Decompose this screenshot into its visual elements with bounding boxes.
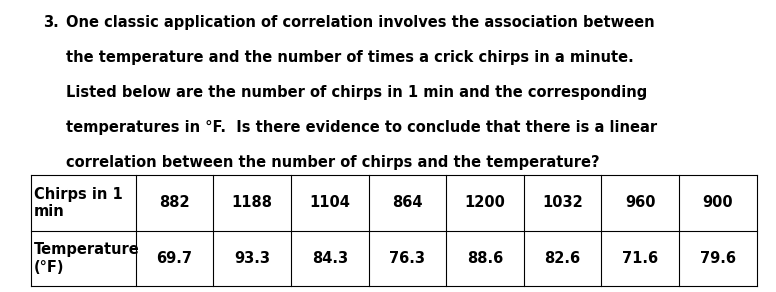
- Text: 93.3: 93.3: [234, 251, 270, 266]
- Text: 82.6: 82.6: [545, 251, 580, 266]
- Text: 1200: 1200: [465, 195, 505, 211]
- Text: 3.: 3.: [43, 15, 58, 29]
- Text: Listed below are the number of chirps in 1 min and the corresponding: Listed below are the number of chirps in…: [66, 85, 647, 100]
- Text: 960: 960: [625, 195, 656, 211]
- Text: 882: 882: [159, 195, 190, 211]
- Text: 900: 900: [702, 195, 733, 211]
- Text: temperatures in °F.  Is there evidence to conclude that there is a linear: temperatures in °F. Is there evidence to…: [66, 120, 657, 135]
- Text: One classic application of correlation involves the association between: One classic application of correlation i…: [66, 15, 655, 29]
- Text: Chirps in 1
min: Chirps in 1 min: [34, 187, 123, 219]
- Text: the temperature and the number of times a crick chirps in a minute.: the temperature and the number of times …: [66, 50, 634, 65]
- Text: 76.3: 76.3: [390, 251, 425, 266]
- Text: 1188: 1188: [232, 195, 272, 211]
- Text: 84.3: 84.3: [312, 251, 348, 266]
- Text: Temperature
(°F): Temperature (°F): [34, 242, 140, 274]
- Text: 1104: 1104: [310, 195, 350, 211]
- Text: 71.6: 71.6: [622, 251, 658, 266]
- Text: 864: 864: [392, 195, 423, 211]
- Text: 1032: 1032: [542, 195, 583, 211]
- Text: 69.7: 69.7: [157, 251, 192, 266]
- Text: correlation between the number of chirps and the temperature?: correlation between the number of chirps…: [66, 155, 600, 170]
- Text: 79.6: 79.6: [700, 251, 736, 266]
- Text: 88.6: 88.6: [467, 251, 503, 266]
